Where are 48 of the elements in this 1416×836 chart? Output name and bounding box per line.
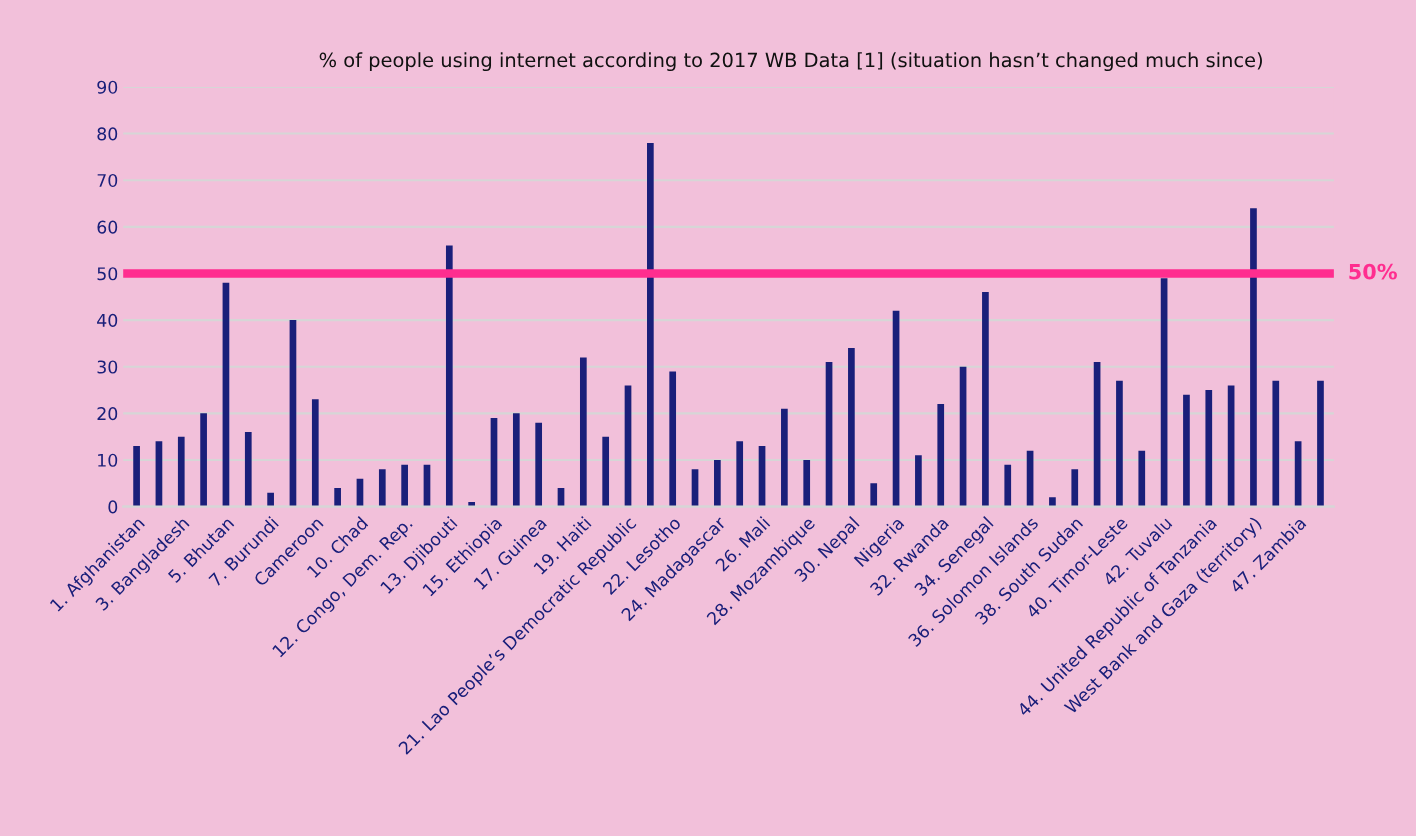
bar (1205, 390, 1213, 507)
y-tick-label: 0 (108, 500, 118, 514)
bar (267, 492, 274, 507)
bar (848, 348, 855, 507)
y-tick-label: 90 (97, 80, 118, 94)
bar (1183, 394, 1190, 507)
bar (781, 408, 788, 507)
bar (1116, 380, 1123, 507)
bar (982, 292, 989, 507)
bar (915, 455, 922, 507)
bar (1272, 380, 1280, 507)
bar (1049, 497, 1056, 507)
bar (401, 464, 408, 507)
bar (1071, 469, 1079, 507)
bar (334, 487, 341, 507)
bar (244, 432, 252, 507)
bar (1138, 450, 1146, 507)
y-tick-label: 80 (97, 127, 118, 141)
bar (602, 436, 610, 507)
bar (736, 441, 744, 507)
chart-title: % of people using internet according to 2017 WB Data [1] (situation hasn’t changed much since) (319, 52, 1262, 72)
bar (669, 371, 677, 507)
bar (445, 245, 453, 507)
bar (937, 404, 945, 507)
y-tick-label: 20 (97, 407, 118, 421)
y-tick-label: 10 (98, 453, 118, 467)
y-tick-label: 60 (97, 220, 118, 234)
bar (311, 399, 319, 507)
bar (133, 446, 140, 507)
bar (1250, 208, 1257, 507)
bar (512, 413, 520, 507)
bar (535, 422, 543, 507)
y-tick-label: 50 (97, 267, 118, 281)
bar (1317, 380, 1324, 507)
bar (468, 501, 475, 507)
bar (579, 357, 587, 507)
bar (378, 469, 386, 507)
bar (1004, 464, 1012, 507)
y-tick-label: 30 (97, 360, 118, 374)
bar (870, 483, 878, 507)
bar (200, 413, 207, 507)
bar (714, 459, 721, 507)
bar (803, 459, 811, 507)
ref-line-label: 50% (1349, 263, 1397, 280)
y-tick-label: 70 (97, 173, 118, 188)
bar (647, 142, 654, 507)
bar (177, 436, 185, 507)
y-tick-label: 40 (97, 313, 118, 327)
